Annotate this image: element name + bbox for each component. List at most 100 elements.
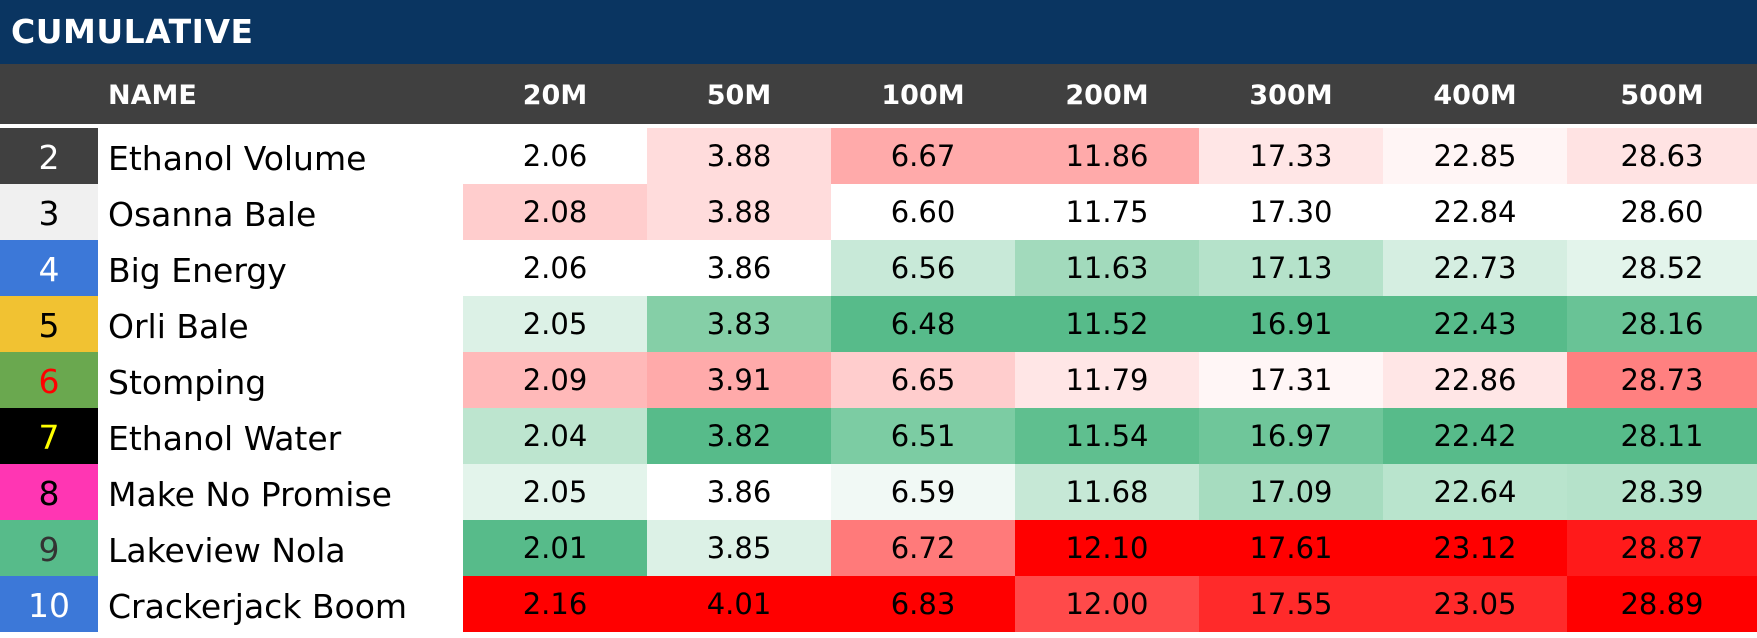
data-cell: 2.05: [463, 296, 647, 352]
data-cell: 2.09: [463, 352, 647, 408]
column-header-300m: 300M: [1249, 80, 1333, 111]
row-number: 8: [0, 464, 98, 520]
data-cell: 3.85: [647, 520, 831, 576]
data-cell: 22.73: [1383, 240, 1567, 296]
row-number: 6: [0, 352, 98, 408]
row-name: Crackerjack Boom: [98, 576, 463, 632]
data-cell: 6.60: [831, 184, 1015, 240]
data-cell: 17.33: [1199, 128, 1383, 184]
data-cell: 2.16: [463, 576, 647, 632]
data-cell: 2.04: [463, 408, 647, 464]
data-cell: 6.83: [831, 576, 1015, 632]
data-cell: 22.64: [1383, 464, 1567, 520]
row-number: 3: [0, 184, 98, 240]
table-row: 4 Big Energy 2.06 3.86 6.56 11.63 17.13 22.73 28…: [0, 240, 1757, 296]
data-cell: 2.05: [463, 464, 647, 520]
data-cell: 23.12: [1383, 520, 1567, 576]
data-cell: 17.55: [1199, 576, 1383, 632]
data-cell: 6.72: [831, 520, 1015, 576]
data-cell: 28.60: [1567, 184, 1757, 240]
table-title: CUMULATIVE: [0, 0, 1757, 64]
data-cell: 2.01: [463, 520, 647, 576]
data-cell: 12.10: [1015, 520, 1199, 576]
data-cell: 17.61: [1199, 520, 1383, 576]
row-number: 5: [0, 296, 98, 352]
column-header-50m: 50M: [706, 80, 772, 111]
table-row: 8 Make No Promise 2.05 3.86 6.59 11.68 17.09 22…: [0, 464, 1757, 520]
data-cell: 6.67: [831, 128, 1015, 184]
data-cell: 11.63: [1015, 240, 1199, 296]
data-cell: 3.83: [647, 296, 831, 352]
data-cell: 2.06: [463, 128, 647, 184]
row-name: Osanna Bale: [98, 184, 463, 240]
data-cell: 28.89: [1567, 576, 1757, 632]
data-cell: 22.42: [1383, 408, 1567, 464]
column-header-400m: 400M: [1433, 80, 1517, 111]
column-header-20m: 20M: [522, 80, 588, 111]
data-cell: 28.63: [1567, 128, 1757, 184]
data-cell: 6.59: [831, 464, 1015, 520]
table-row: 6 Stomping 2.09 3.91 6.65 11.79 17.31 22.86 28.7…: [0, 352, 1757, 408]
column-header-500m: 500M: [1620, 80, 1704, 111]
row-number: 7: [0, 408, 98, 464]
data-cell: 28.16: [1567, 296, 1757, 352]
data-cell: 22.85: [1383, 128, 1567, 184]
data-cell: 17.13: [1199, 240, 1383, 296]
table-row: 5 Orli Bale 2.05 3.83 6.48 11.52 16.91 22.43 28.…: [0, 296, 1757, 352]
data-cell: 3.88: [647, 184, 831, 240]
table-row: 2 Ethanol Volume 2.06 3.88 6.67 11.86 17.33 22.…: [0, 128, 1757, 184]
row-name: Lakeview Nola: [98, 520, 463, 576]
row-name: Ethanol Volume: [98, 128, 463, 184]
data-cell: 2.06: [463, 240, 647, 296]
table-row: 9 Lakeview Nola 2.01 3.85 6.72 12.10 17.61 23.1…: [0, 520, 1757, 576]
data-cell: 17.09: [1199, 464, 1383, 520]
data-cell: 28.87: [1567, 520, 1757, 576]
data-cell: 6.65: [831, 352, 1015, 408]
data-cell: 11.79: [1015, 352, 1199, 408]
data-cell: 6.56: [831, 240, 1015, 296]
data-cell: 3.91: [647, 352, 831, 408]
column-header-100m: 100M: [881, 80, 965, 111]
data-cell: 23.05: [1383, 576, 1567, 632]
data-cell: 3.82: [647, 408, 831, 464]
data-cell: 4.01: [647, 576, 831, 632]
data-cell: 11.54: [1015, 408, 1199, 464]
data-cell: 11.52: [1015, 296, 1199, 352]
table-row: 3 Osanna Bale 2.08 3.88 6.60 11.75 17.30 22.84 2…: [0, 184, 1757, 240]
data-cell: 11.75: [1015, 184, 1199, 240]
data-cell: 17.31: [1199, 352, 1383, 408]
data-cell: 3.86: [647, 464, 831, 520]
row-number: 9: [0, 520, 98, 576]
data-cell: 11.86: [1015, 128, 1199, 184]
table-row: 7 Ethanol Water 2.04 3.82 6.51 11.54 16.97 22.4…: [0, 408, 1757, 464]
data-cell: 28.39: [1567, 464, 1757, 520]
data-cell: 11.68: [1015, 464, 1199, 520]
data-cell: 22.86: [1383, 352, 1567, 408]
data-cell: 28.73: [1567, 352, 1757, 408]
row-name: Stomping: [98, 352, 463, 408]
data-cell: 28.52: [1567, 240, 1757, 296]
column-header-200m: 200M: [1065, 80, 1149, 111]
data-cell: 28.11: [1567, 408, 1757, 464]
row-name: Make No Promise: [98, 464, 463, 520]
data-cell: 22.43: [1383, 296, 1567, 352]
row-name: Big Energy: [98, 240, 463, 296]
data-cell: 3.86: [647, 240, 831, 296]
data-cell: 22.84: [1383, 184, 1567, 240]
data-cell: 6.48: [831, 296, 1015, 352]
data-cell: 12.00: [1015, 576, 1199, 632]
column-header-name: NAME: [108, 80, 197, 111]
row-number: 2: [0, 128, 98, 184]
table-row: 10 Crackerjack Boom 2.16 4.01 6.83 12.00 17.55…: [0, 576, 1757, 632]
row-number: 10: [0, 576, 98, 632]
data-cell: 2.08: [463, 184, 647, 240]
row-name: Orli Bale: [98, 296, 463, 352]
data-cell: 3.88: [647, 128, 831, 184]
row-name: Ethanol Water: [98, 408, 463, 464]
row-number: 4: [0, 240, 98, 296]
data-cell: 6.51: [831, 408, 1015, 464]
data-cell: 16.97: [1199, 408, 1383, 464]
header-row: NAME 20M 50M 100M 200M 300M 400M 500M: [0, 64, 1757, 124]
data-cell: 16.91: [1199, 296, 1383, 352]
data-cell: 17.30: [1199, 184, 1383, 240]
